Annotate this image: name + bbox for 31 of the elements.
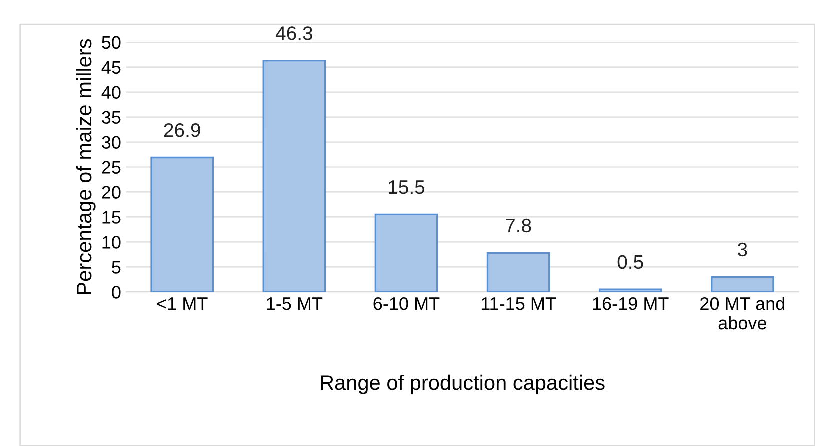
- bar: [262, 60, 326, 292]
- y-tick-label: 50: [102, 36, 121, 50]
- x-tick-label: 11-15 MT: [482, 298, 556, 310]
- bar: [150, 156, 214, 292]
- x-tick-label: 20 MT and above: [700, 296, 785, 330]
- data-label: 46.3: [276, 26, 312, 40]
- bar: [486, 252, 550, 292]
- y-tick-label: 30: [102, 136, 121, 149]
- x-tick-label: 6-10 MT: [374, 297, 440, 310]
- y-axis-title: Percentage of maize millers: [76, 39, 96, 294]
- y-tick-label: 40: [102, 86, 121, 100]
- y-tick-label: 20: [102, 186, 121, 199]
- data-label: 3: [738, 242, 748, 257]
- data-label: 15.5: [389, 180, 425, 194]
- y-tick-label: 5: [112, 261, 121, 274]
- y-tick-label: 10: [102, 236, 121, 249]
- data-label: 26.9: [164, 123, 200, 138]
- bar: [374, 214, 438, 292]
- y-tick-label: 0: [112, 286, 121, 299]
- bar: [711, 276, 774, 292]
- y-tick-label: 35: [102, 111, 121, 124]
- y-tick-label: 15: [102, 211, 121, 224]
- data-label: 7.8: [506, 218, 532, 233]
- x-tick-label: 1-5 MT: [267, 298, 323, 310]
- y-tick-label: 25: [102, 161, 121, 174]
- x-tick-label: 16-19 MT: [593, 297, 669, 310]
- x-tick-label: <1 MT: [157, 298, 208, 310]
- bar: [598, 288, 662, 292]
- y-tick-label: 45: [102, 61, 121, 74]
- data-label: 0.5: [618, 255, 644, 270]
- x-axis-title: Range of production capacities: [321, 374, 605, 394]
